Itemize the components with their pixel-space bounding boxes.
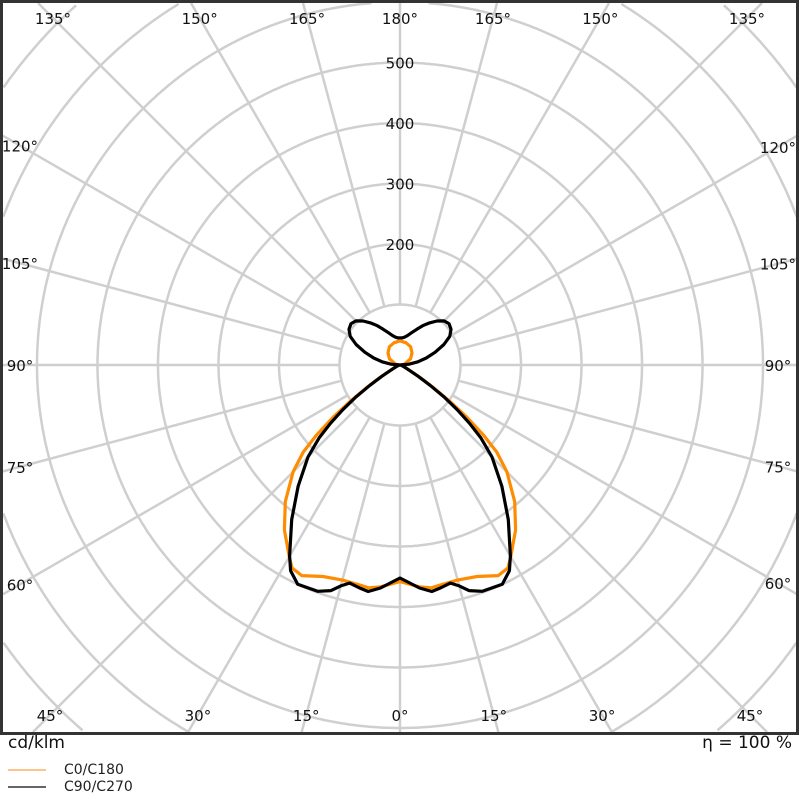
grid-spoke <box>458 257 798 351</box>
grid-spoke <box>2 379 342 473</box>
radial-tick-label: 400 <box>386 115 415 133</box>
grid-spoke <box>2 134 349 336</box>
angle-label: 135° <box>35 10 71 28</box>
angle-label: 105° <box>760 256 796 274</box>
angle-label: 90° <box>765 357 792 375</box>
angle-label: 15° <box>480 707 507 725</box>
grid-spoke <box>2 257 342 351</box>
series-line-c90-c270 <box>288 319 512 594</box>
grid-spoke <box>301 2 386 307</box>
angle-label: 60° <box>7 576 34 594</box>
angle-label: 30° <box>185 707 212 725</box>
angle-label: 30° <box>589 707 616 725</box>
angle-label: 15° <box>293 707 320 725</box>
angle-label: 150° <box>182 10 218 28</box>
angle-label: 135° <box>729 10 765 28</box>
grid-spoke <box>429 2 611 314</box>
grid-ring <box>35 1 765 730</box>
angle-label: 75° <box>7 459 34 477</box>
angle-label: 150° <box>582 10 618 28</box>
angle-label: 165° <box>289 10 325 28</box>
legend-item-c0-c180: C0/C180 <box>8 762 124 778</box>
angle-label: 90° <box>7 357 34 375</box>
grid-spoke <box>2 394 349 596</box>
grid-spoke <box>187 416 371 733</box>
radial-tick-labels: 200 300 400 500 <box>386 55 415 255</box>
angle-label: 105° <box>2 255 38 273</box>
grid-spoke <box>414 423 500 733</box>
grid-spoke <box>441 2 763 324</box>
angle-label: 0° <box>391 707 408 725</box>
grid-spoke <box>414 2 499 307</box>
grid-spoke <box>32 406 359 733</box>
efficiency-label: η = 100 % <box>702 733 792 753</box>
angle-label: 60° <box>765 575 792 593</box>
angle-label: 180° <box>382 10 418 28</box>
legend-item-c90-c270: C90/C270 <box>8 779 133 795</box>
radial-tick-label: 300 <box>386 176 415 194</box>
legend-label: C90/C270 <box>64 779 133 795</box>
angle-label: 75° <box>765 458 792 476</box>
angle-label: 45° <box>737 707 764 725</box>
grid-ring <box>2 2 798 733</box>
legend-swatch <box>8 769 46 771</box>
grid-spoke <box>451 394 798 596</box>
polar-grid <box>2 1 798 733</box>
legend-swatch <box>8 786 46 788</box>
grid-ring <box>2 4 798 732</box>
angle-label: 165° <box>475 10 511 28</box>
radial-tick-label: 500 <box>386 55 415 73</box>
grid-spoke <box>189 2 371 314</box>
intensity-curves <box>282 319 518 594</box>
grid-spoke <box>37 2 359 324</box>
chart-frame <box>0 0 799 735</box>
radial-tick-label: 200 <box>386 236 415 254</box>
angle-label: 45° <box>37 707 64 725</box>
grid-spoke <box>451 134 798 336</box>
angle-label: 120° <box>2 138 38 156</box>
grid-spoke <box>429 416 613 733</box>
legend-label: C0/C180 <box>64 762 124 778</box>
grid-spoke <box>300 423 386 733</box>
angle-labels: 135° 150° 165° 180° 165° 150° 135° 120° 120° 105°… <box>2 10 796 725</box>
unit-label: cd/klm <box>8 733 65 753</box>
grid-spoke <box>458 379 798 473</box>
angle-label: 120° <box>760 139 796 157</box>
grid-spoke <box>441 406 768 733</box>
